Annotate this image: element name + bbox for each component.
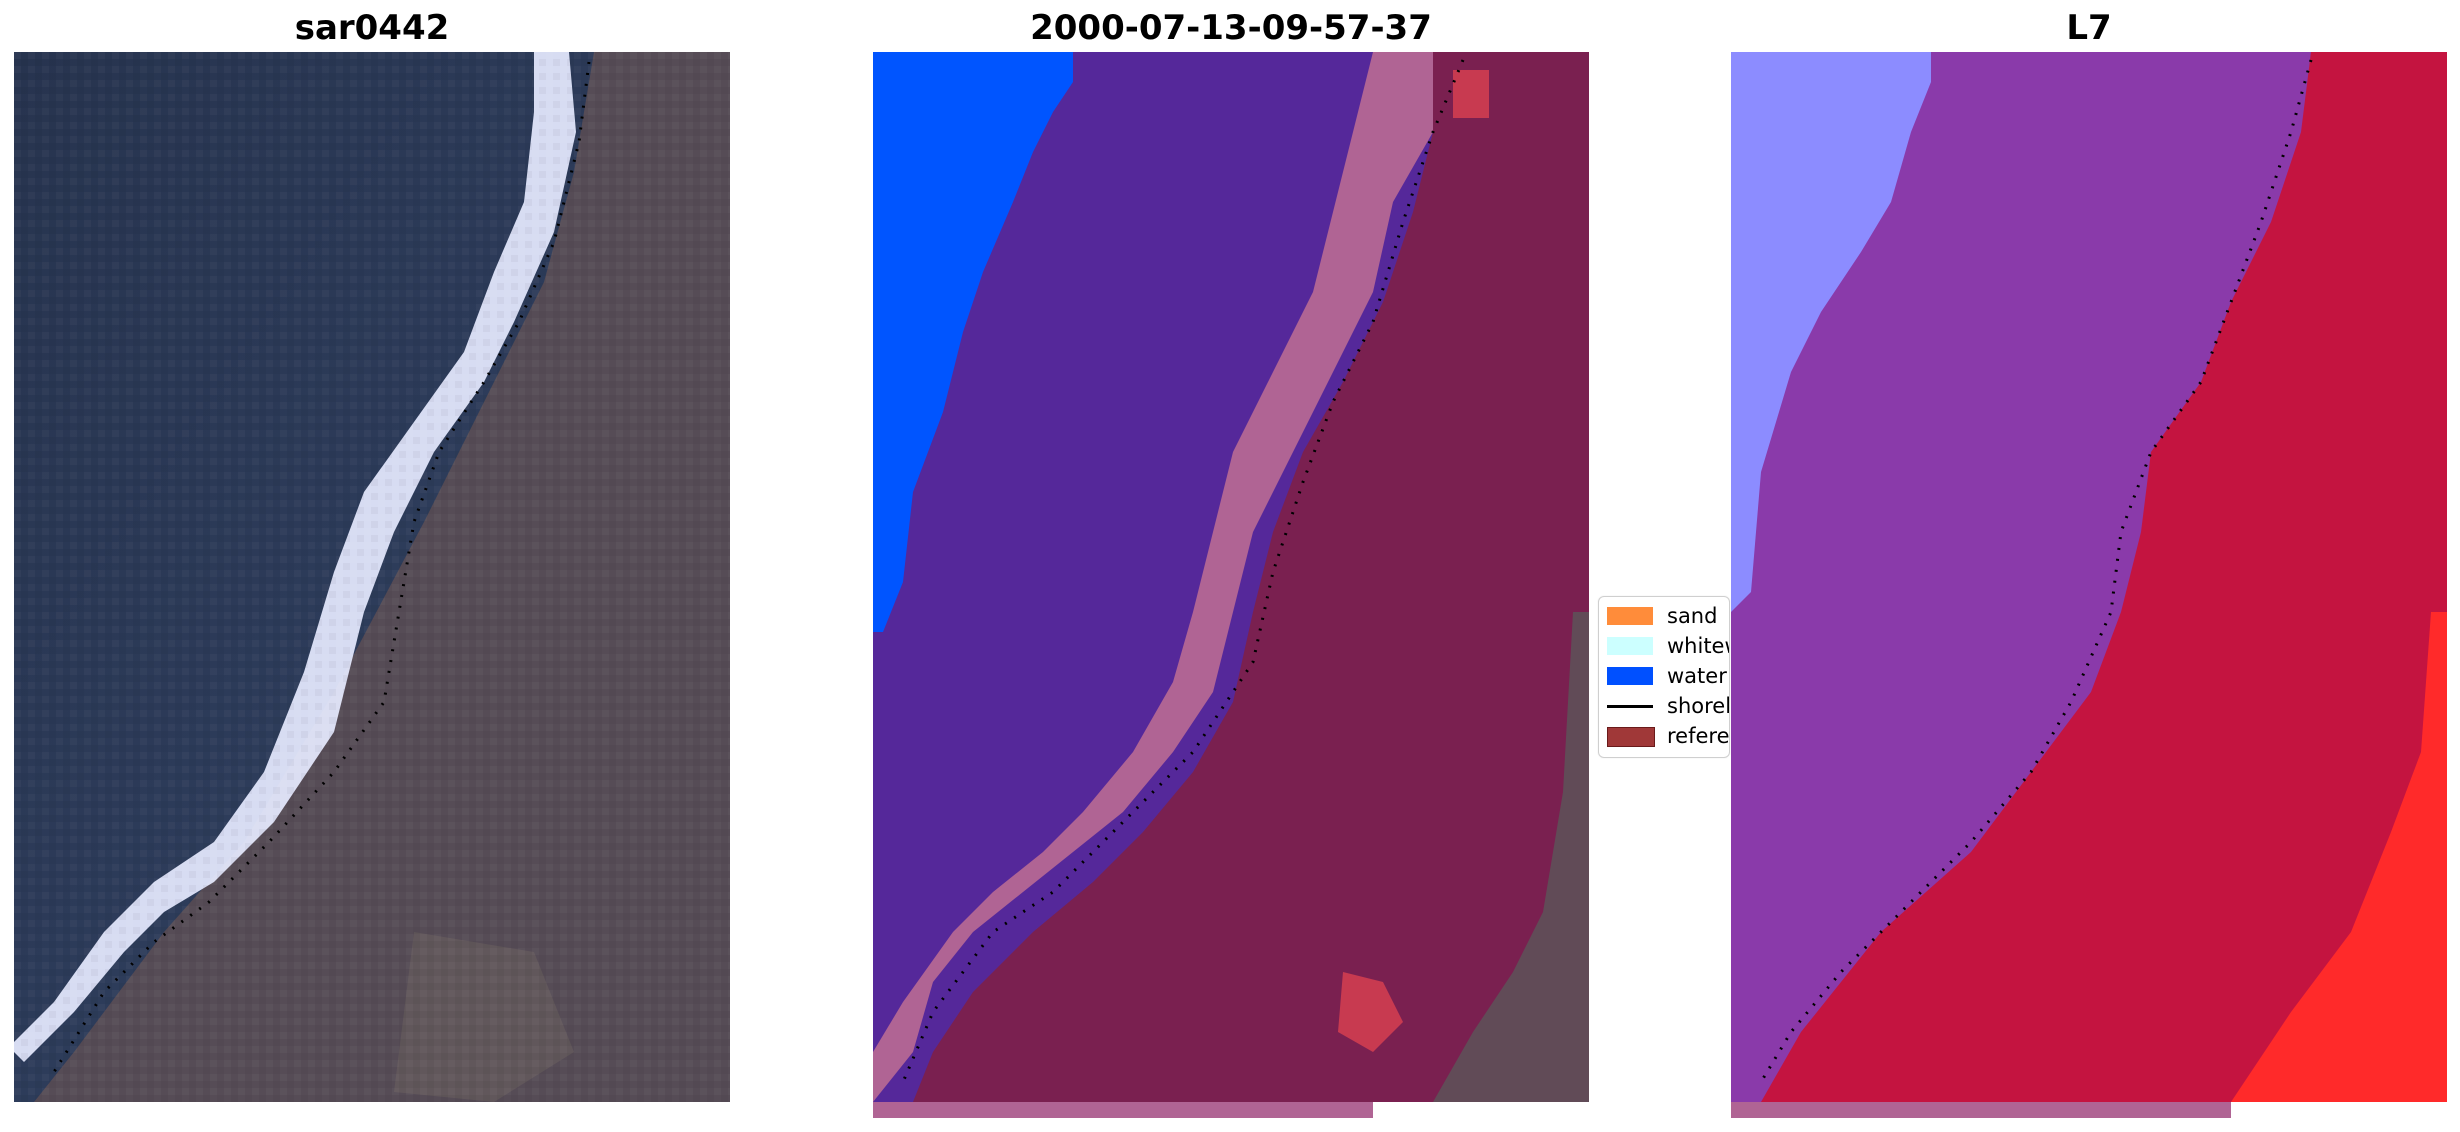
index-low-water bbox=[1731, 52, 1931, 612]
water-class bbox=[873, 52, 1073, 632]
legend-swatch-whitewater bbox=[1607, 637, 1653, 655]
index-image-panel bbox=[1731, 52, 2447, 1102]
shoreline bbox=[1759, 59, 2313, 1083]
legend-swatch-water bbox=[1607, 667, 1653, 685]
panel-title-index: L7 bbox=[2066, 8, 2112, 48]
legend-item-sand: sand bbox=[1607, 603, 1729, 628]
red-patch bbox=[1338, 972, 1403, 1052]
rgb-image-panel bbox=[14, 52, 730, 1102]
legend-swatch-sand bbox=[1607, 607, 1653, 625]
legend-label: sand bbox=[1667, 604, 1718, 628]
classified-image-panel bbox=[873, 52, 1589, 1102]
index-bright-red bbox=[2231, 612, 2447, 1102]
land-rgb-right bbox=[1433, 612, 1589, 1102]
red-patch-top bbox=[1453, 70, 1489, 118]
panel-title-classified: 2000-07-13-09-57-37 bbox=[1030, 8, 1432, 48]
legend-line-shoreline bbox=[1607, 705, 1653, 708]
legend-label: reference shoreline buffer bbox=[1667, 724, 1730, 748]
land-buffer-area bbox=[913, 52, 1589, 1102]
legend-swatch-reference bbox=[1607, 727, 1655, 747]
panel-title-rgb: sar0442 bbox=[294, 8, 450, 48]
index-high-land bbox=[1761, 52, 2447, 1102]
legend-label: shoreline bbox=[1667, 694, 1730, 718]
sand-buffer bbox=[873, 52, 1433, 1102]
index-image bbox=[1731, 52, 2447, 1102]
rgb-image bbox=[14, 52, 730, 1102]
sand-strip-classified bbox=[873, 1102, 1373, 1118]
legend-label: water bbox=[1667, 664, 1727, 688]
legend-item-water: water bbox=[1607, 663, 1729, 688]
legend-item-reference: reference shoreline buffer bbox=[1607, 723, 1730, 748]
sand-strip-index bbox=[1731, 1102, 2231, 1118]
classified-image bbox=[873, 52, 1589, 1102]
legend-item-shoreline: shoreline bbox=[1607, 693, 1730, 718]
